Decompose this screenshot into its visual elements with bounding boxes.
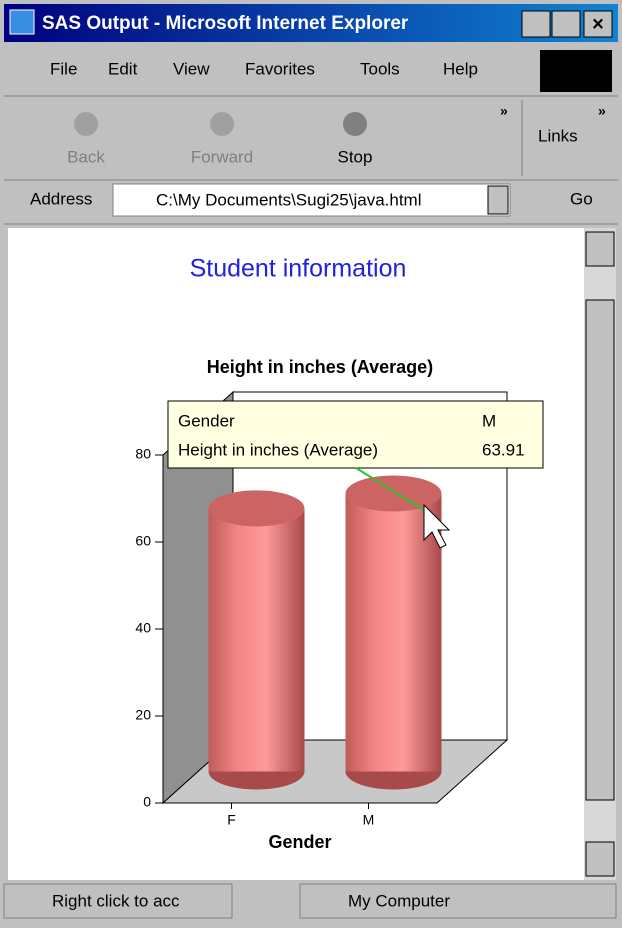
status-pane — [299, 883, 617, 919]
y-tick-label: 40 — [135, 620, 151, 636]
mouse-cursor — [423, 503, 451, 549]
address-input[interactable] — [112, 183, 511, 217]
toolbar-button[interactable]: Stop — [338, 147, 373, 166]
menu-item[interactable]: File — [50, 59, 77, 78]
menu-item[interactable]: Edit — [108, 59, 138, 78]
ie-icon — [9, 9, 35, 35]
status-message: Right click to acc — [52, 891, 180, 910]
menu-item[interactable]: Tools — [360, 59, 400, 78]
close-icon: × — [592, 13, 604, 35]
links-button[interactable]: Links — [538, 126, 578, 145]
scroll-up[interactable] — [585, 231, 615, 267]
y-tick-label: 20 — [135, 707, 151, 723]
toolbar-button[interactable]: Back — [67, 147, 105, 166]
window-title: SAS Output - Microsoft Internet Explorer — [42, 13, 409, 34]
menu-item[interactable]: Favorites — [245, 59, 315, 78]
toolbar-icon[interactable] — [74, 112, 98, 136]
pointer-line — [355, 467, 425, 511]
tooltip-label: Gender — [178, 411, 235, 430]
address-value: C:\My Documents\Sugi25\java.html — [156, 190, 422, 209]
bar — [345, 493, 442, 772]
windows-logo — [540, 50, 612, 92]
scroll-thumb[interactable] — [585, 299, 615, 801]
go-button[interactable]: Go — [570, 189, 593, 208]
chevron[interactable]: » — [598, 103, 606, 119]
chart-title: Height in inches (Average) — [207, 357, 433, 377]
status-zone: My Computer — [348, 891, 450, 910]
address-label: Address — [30, 189, 92, 208]
scroll-down[interactable] — [585, 841, 615, 877]
menu-item[interactable]: Help — [443, 59, 478, 78]
tooltip-value: M — [482, 411, 496, 430]
title-bar — [4, 4, 618, 42]
y-tick-label: 0 — [143, 794, 151, 810]
toolbar-icon[interactable] — [343, 112, 367, 136]
chevron[interactable]: » — [500, 103, 508, 119]
tooltip-label: Height in inches (Average) — [178, 440, 378, 459]
page-heading: Student information — [190, 255, 407, 283]
status-pane — [3, 883, 233, 919]
maximize-button[interactable] — [551, 10, 581, 38]
bar — [208, 508, 305, 772]
bar-top — [208, 490, 305, 527]
bar-top — [345, 475, 442, 512]
toolbar-button[interactable]: Forward — [191, 147, 253, 166]
close-button[interactable] — [583, 10, 613, 38]
toolbar-icon[interactable] — [210, 112, 234, 136]
x-axis-label: Gender — [268, 832, 331, 852]
minimize-button[interactable] — [521, 10, 551, 38]
tooltip-value: 63.91 — [482, 440, 525, 459]
x-tick-label: M — [363, 812, 375, 828]
address-dropdown[interactable] — [487, 185, 509, 215]
y-tick-label: 60 — [135, 533, 151, 549]
y-tick-label: 80 — [135, 446, 151, 462]
tooltip — [167, 400, 544, 469]
menu-item[interactable]: View — [173, 59, 210, 78]
x-tick-label: F — [227, 812, 236, 828]
